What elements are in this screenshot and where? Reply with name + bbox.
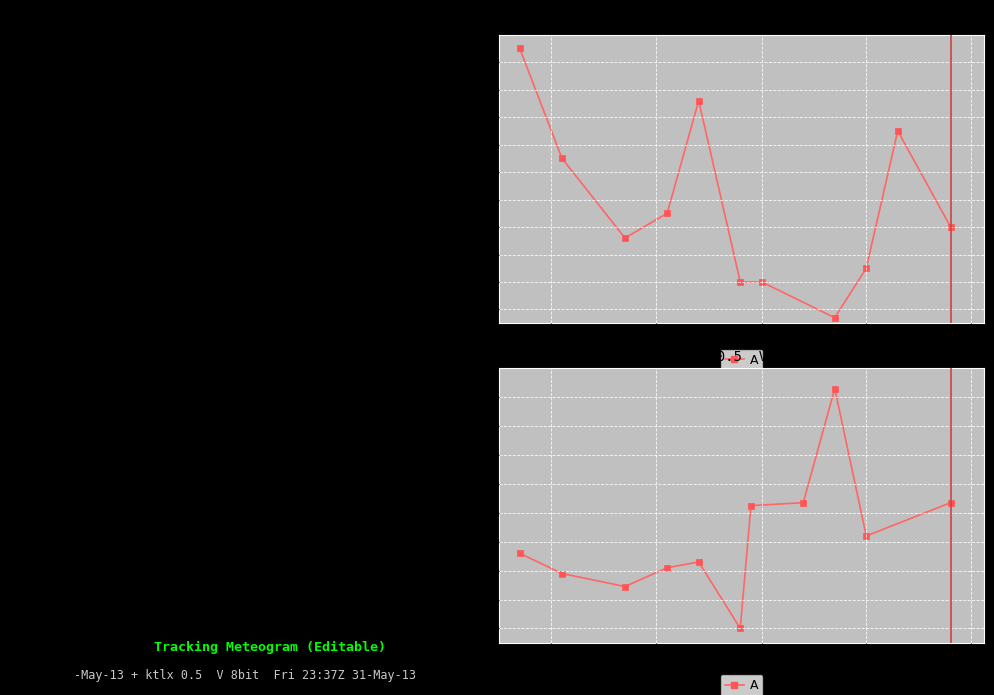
Text: -May-13 + ktlx 0.5  V 8bit  Fri 23:37Z 31-May-13: -May-13 + ktlx 0.5 V 8bit Fri 23:37Z 31-… <box>74 669 416 682</box>
Y-axis label: "Max" values: "Max" values <box>453 465 463 546</box>
Legend: A: A <box>720 674 763 695</box>
Title: ktlx 0.5  V 8bit: ktlx 0.5 V 8bit <box>675 350 808 364</box>
Legend: A: A <box>720 349 763 372</box>
Text: Tracking Meteogram (Editable): Tracking Meteogram (Editable) <box>153 641 386 654</box>
Y-axis label: "Max" values: "Max" values <box>460 138 470 220</box>
Title: ktlx 0.5  Z 8bit: ktlx 0.5 Z 8bit <box>675 17 808 31</box>
